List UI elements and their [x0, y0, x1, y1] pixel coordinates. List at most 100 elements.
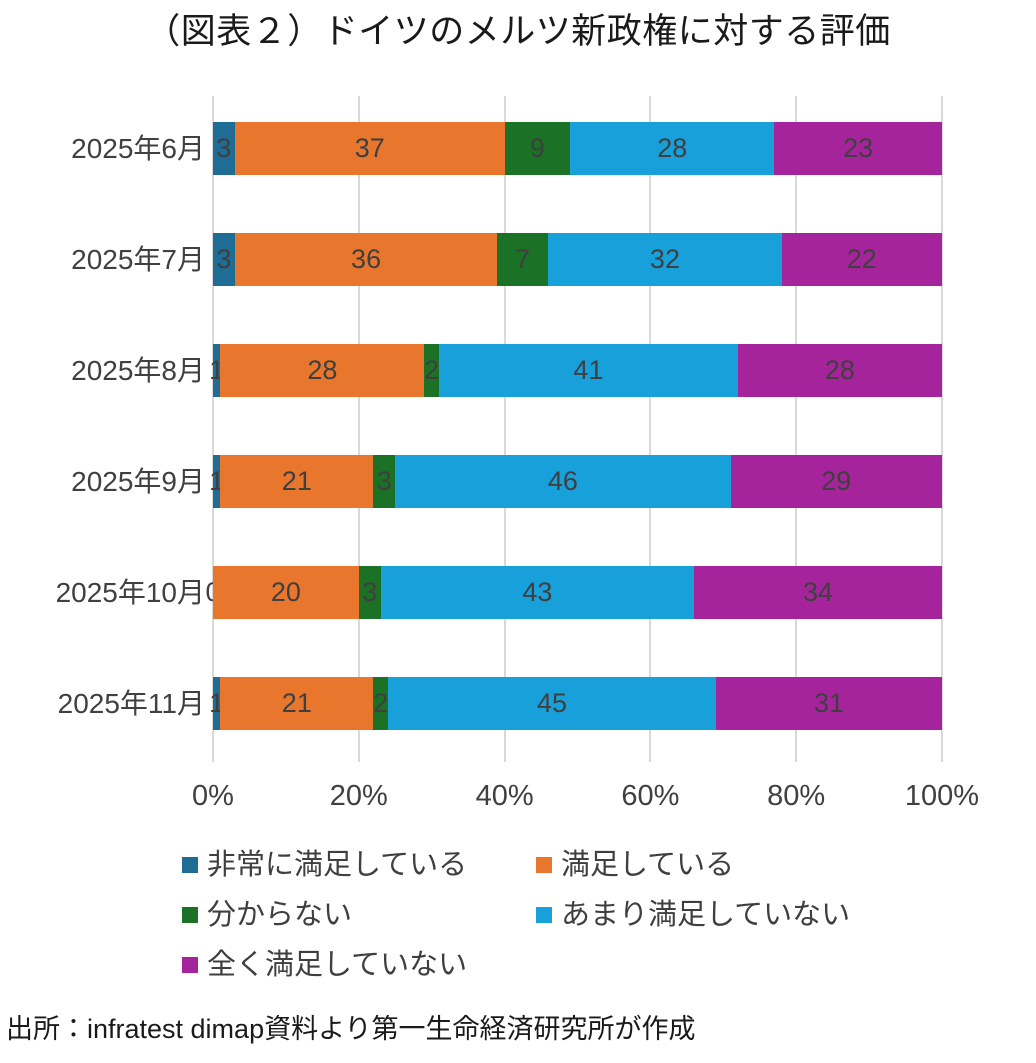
- bar-segment: 1: [209, 455, 224, 508]
- x-axis-tick-label: 80%: [767, 780, 826, 812]
- bar-row: 1 21 3 46 29: [209, 455, 942, 508]
- legend-item[interactable]: あまり満足していない: [536, 898, 850, 932]
- page-title: （図表２）ドイツのメルツ新政権に対する評価: [145, 12, 891, 51]
- bar-value-label: 2: [373, 688, 389, 718]
- gridline: [941, 96, 943, 762]
- legend-label: 満足している: [561, 849, 735, 881]
- bar-segment: 34: [694, 566, 942, 619]
- bar-segment: 3: [213, 122, 235, 175]
- bar-row: 3 36 7 32 22: [213, 233, 942, 286]
- bar-segment: 43: [380, 566, 695, 619]
- bar-segment: 22: [781, 233, 942, 286]
- bar-value-label: 28: [824, 355, 855, 385]
- gridline: [649, 96, 652, 762]
- category-axis-label: 2025年9月: [71, 465, 205, 497]
- bar-segment: 37: [234, 122, 505, 175]
- bar-value-label: 3: [216, 244, 232, 274]
- bar-segment: 36: [234, 233, 498, 286]
- bar-value-label: 7: [515, 244, 531, 274]
- bar-value-label: 32: [649, 244, 680, 274]
- legend-swatch-icon: [536, 907, 552, 923]
- bar-value-label: 46: [547, 466, 578, 496]
- bar-row: 02034334: [205, 566, 942, 619]
- legend-item[interactable]: 満足している: [536, 848, 734, 882]
- bar-segment: 23: [774, 122, 942, 175]
- x-axis-tick-label: 100%: [904, 780, 980, 812]
- legend-swatch-icon: [182, 957, 198, 973]
- bar-value-label: 9: [529, 133, 545, 163]
- legend-label: 全く満足していない: [207, 949, 468, 981]
- bar-row: 1 21 2 45 31: [209, 677, 942, 730]
- legend-label: あまり満足していない: [561, 899, 851, 931]
- bar-value-label: 20: [270, 577, 301, 607]
- x-axis-tick-label: 0%: [192, 780, 234, 812]
- legend-item[interactable]: 非常に満足している: [182, 848, 467, 882]
- bar-value-label: 43: [522, 577, 553, 607]
- x-axis-tick-label: 40%: [475, 780, 534, 812]
- bar-segment: 28: [570, 122, 775, 175]
- plot-area: 3379282333673222128241281213462902034334…: [205, 96, 943, 762]
- legend-item[interactable]: 分からない: [182, 898, 352, 932]
- bar-row: 1 28 2 41 28: [209, 344, 942, 397]
- bar-row: 3 37 9 28 23: [213, 122, 942, 175]
- bar-segment: 31: [715, 677, 942, 730]
- bar-value-label: 31: [813, 688, 844, 718]
- bar-value-label: 2: [424, 355, 440, 385]
- bar-segment: 9: [504, 122, 571, 175]
- bar-segment: 28: [220, 344, 425, 397]
- bar-segment: 29: [730, 455, 942, 508]
- bar-segment: 7: [497, 233, 549, 286]
- bar-segment: 3: [358, 566, 381, 619]
- bar-value-label: 3: [362, 577, 378, 607]
- legend-item[interactable]: 全く満足していない: [182, 948, 467, 982]
- bar-segment: 2: [373, 677, 388, 730]
- bar-segment: 41: [438, 344, 738, 397]
- bar-value-label: 21: [281, 688, 312, 718]
- x-axis-tick-label: 60%: [621, 780, 680, 812]
- legend-swatch-icon: [182, 857, 198, 873]
- bar-value-label: 22: [846, 244, 877, 274]
- bar-value-label: 28: [307, 355, 338, 385]
- category-axis-label: 2025年8月: [71, 354, 205, 386]
- bar-value-label: 21: [281, 466, 312, 496]
- category-axis-label: 2025年6月: [71, 132, 205, 164]
- category-axis-label: 2025年11月: [57, 687, 205, 719]
- bar-value-label: 36: [351, 244, 382, 274]
- bar-segment: 1: [209, 344, 224, 397]
- legend-swatch-icon: [182, 907, 198, 923]
- bar-value-label: 34: [803, 577, 834, 607]
- bar-segment: 1: [209, 677, 224, 730]
- bar-value-label: 3: [216, 133, 232, 163]
- bar-segment: 20: [213, 566, 359, 619]
- legend-label: 非常に満足している: [207, 849, 468, 881]
- bar-segment: 46: [395, 455, 731, 508]
- bar-value-label: 28: [657, 133, 688, 163]
- gridline: [212, 96, 214, 762]
- gridline: [503, 96, 506, 762]
- bar-value-label: 45: [536, 688, 567, 718]
- legend-swatch-icon: [536, 857, 552, 873]
- x-axis: 0% 20% 40% 60% 80% 100%: [192, 778, 979, 818]
- category-axis-label: 2025年7月: [71, 243, 205, 275]
- bar-value-label: 23: [843, 133, 874, 163]
- bar-segment: 21: [220, 455, 374, 508]
- legend-label: 分からない: [207, 899, 353, 931]
- bar-segment: 45: [387, 677, 716, 730]
- category-axis: 2025年6月 2025年7月 2025年8月 2025年9月 2025年10月 2025…: [0, 96, 205, 762]
- bar-segment: 3: [373, 455, 396, 508]
- bar-segment: 3: [213, 233, 235, 286]
- gridline: [357, 96, 360, 762]
- bar-segment: 32: [548, 233, 782, 286]
- bar-value-label: 41: [573, 355, 604, 385]
- x-axis-tick-label: 20%: [329, 780, 388, 812]
- chart-legend: 非常に満足している 満足している分からない あまり満足していない全く満足していない: [182, 848, 942, 988]
- category-axis-label: 2025年10月: [55, 576, 205, 608]
- bar-value-label: 29: [821, 466, 852, 496]
- bar-segment: 2: [424, 344, 439, 397]
- bar-value-label: 37: [354, 133, 385, 163]
- bar-segment: 28: [737, 344, 942, 397]
- gridline: [795, 96, 798, 762]
- bar-segment: 21: [220, 677, 374, 730]
- source-note: 出所：infratest dimap資料より第一生命経済研究所が作成: [6, 1014, 696, 1044]
- bar-value-label: 3: [376, 466, 392, 496]
